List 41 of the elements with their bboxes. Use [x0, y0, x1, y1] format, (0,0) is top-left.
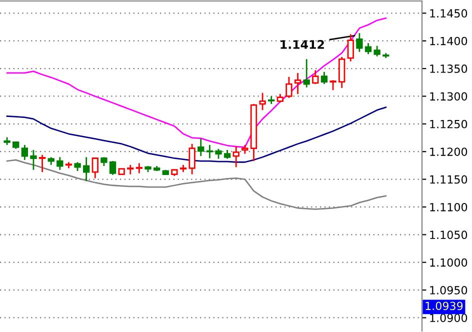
y-tick-label: 1.1300: [430, 92, 468, 101]
candlestick: [136, 162, 143, 174]
candlestick: [303, 58, 310, 88]
candlestick: [206, 144, 214, 159]
candlestick: [109, 160, 116, 176]
candlestick: [188, 143, 196, 175]
y-tick-label: 1.1100: [430, 202, 468, 212]
y-tick-label: 1.0900: [430, 314, 468, 322]
candlestick: [56, 156, 64, 171]
candlestick: [38, 154, 46, 173]
candlestick: [232, 145, 240, 168]
y-tick-label: 1.1350: [430, 64, 468, 73]
candlestick: [338, 56, 346, 89]
candlestick: [198, 138, 204, 157]
y-tick-label: 1.1450: [430, 9, 468, 18]
candlestick: [30, 149, 37, 171]
y-tick-label: 1.1000: [430, 258, 468, 267]
candlestick: [259, 92, 266, 111]
y-tick-label: 1.1050: [430, 230, 468, 240]
candlestick: [356, 32, 363, 53]
candlestick: [294, 72, 302, 95]
candlestick: [374, 45, 380, 58]
annotation: 1.1412: [280, 40, 324, 49]
candlestick: [21, 144, 28, 161]
candlestick: [92, 158, 98, 179]
candlestick: [286, 76, 292, 99]
candlestick: [320, 71, 328, 85]
candlestick: [215, 148, 222, 160]
candlestick: [347, 34, 354, 62]
text: 1.0939: [426, 302, 463, 310]
candlestick: [330, 79, 336, 91]
line-series: [6, 159, 387, 210]
y-tick-label: 1.1400: [430, 36, 468, 46]
candlestick: [364, 42, 372, 55]
candlestick: [83, 156, 90, 182]
y-tick-label: 1.1150: [430, 175, 468, 184]
y-tick-label: 1.1250: [430, 120, 468, 128]
y-tick-label: 1.1200: [430, 148, 468, 156]
candlestick: [312, 70, 319, 85]
candlestick: [127, 164, 134, 175]
y-tick-label: 1.0950: [430, 286, 468, 294]
